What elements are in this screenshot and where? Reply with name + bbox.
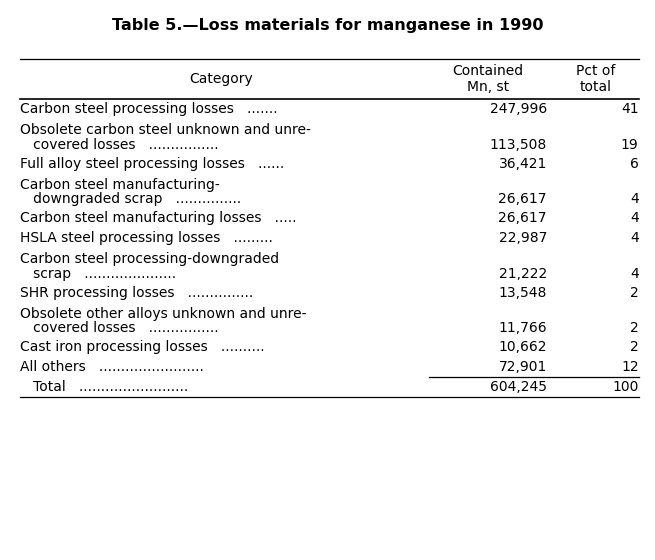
Text: 2: 2 <box>630 286 639 300</box>
Text: SHR processing losses   ...............: SHR processing losses ............... <box>20 286 253 300</box>
Text: Category: Category <box>189 72 253 86</box>
Text: 100: 100 <box>612 380 639 394</box>
Text: 36,421: 36,421 <box>498 157 547 171</box>
Text: 26,617: 26,617 <box>498 211 547 225</box>
Text: 4: 4 <box>630 231 639 245</box>
Text: 4: 4 <box>630 192 639 206</box>
Text: 2: 2 <box>630 321 639 335</box>
Text: Cast iron processing losses   ..........: Cast iron processing losses .......... <box>20 340 264 354</box>
Text: Table 5.—Loss materials for manganese in 1990: Table 5.—Loss materials for manganese in… <box>112 18 543 33</box>
Text: Carbon steel manufacturing-: Carbon steel manufacturing- <box>20 178 219 192</box>
Text: 13,548: 13,548 <box>498 286 547 300</box>
Text: 604,245: 604,245 <box>490 380 547 394</box>
Text: covered losses   ................: covered losses ................ <box>20 321 218 335</box>
Text: 11,766: 11,766 <box>498 321 547 335</box>
Text: 22,987: 22,987 <box>498 231 547 245</box>
Text: 2: 2 <box>630 340 639 354</box>
Text: downgraded scrap   ...............: downgraded scrap ............... <box>20 192 241 206</box>
Text: 6: 6 <box>629 157 639 171</box>
Text: 4: 4 <box>630 211 639 225</box>
Text: 247,996: 247,996 <box>490 102 547 116</box>
Text: covered losses   ................: covered losses ................ <box>20 138 218 152</box>
Text: 41: 41 <box>621 102 639 116</box>
Text: All others   ........................: All others ........................ <box>20 360 204 374</box>
Text: 10,662: 10,662 <box>498 340 547 354</box>
Text: 26,617: 26,617 <box>498 192 547 206</box>
Text: Obsolete other alloys unknown and unre-: Obsolete other alloys unknown and unre- <box>20 307 306 321</box>
Text: 12: 12 <box>621 360 639 374</box>
Text: HSLA steel processing losses   .........: HSLA steel processing losses ......... <box>20 231 272 245</box>
Text: Total   .........................: Total ......................... <box>20 380 188 394</box>
Text: Carbon steel manufacturing losses   .....: Carbon steel manufacturing losses ..... <box>20 211 296 225</box>
Text: Full alloy steel processing losses   ......: Full alloy steel processing losses .....… <box>20 157 284 171</box>
Text: 4: 4 <box>630 267 639 281</box>
Text: 21,222: 21,222 <box>498 267 547 281</box>
Text: scrap   .....................: scrap ..................... <box>20 267 176 281</box>
Text: Pct of
total: Pct of total <box>576 64 616 94</box>
Text: 72,901: 72,901 <box>498 360 547 374</box>
Text: Carbon steel processing-downgraded: Carbon steel processing-downgraded <box>20 252 279 266</box>
Text: 19: 19 <box>621 138 639 152</box>
Text: Obsolete carbon steel unknown and unre-: Obsolete carbon steel unknown and unre- <box>20 123 310 137</box>
Text: Contained
Mn, st: Contained Mn, st <box>453 64 523 94</box>
Text: Carbon steel processing losses   .......: Carbon steel processing losses ....... <box>20 102 277 116</box>
Text: 113,508: 113,508 <box>490 138 547 152</box>
